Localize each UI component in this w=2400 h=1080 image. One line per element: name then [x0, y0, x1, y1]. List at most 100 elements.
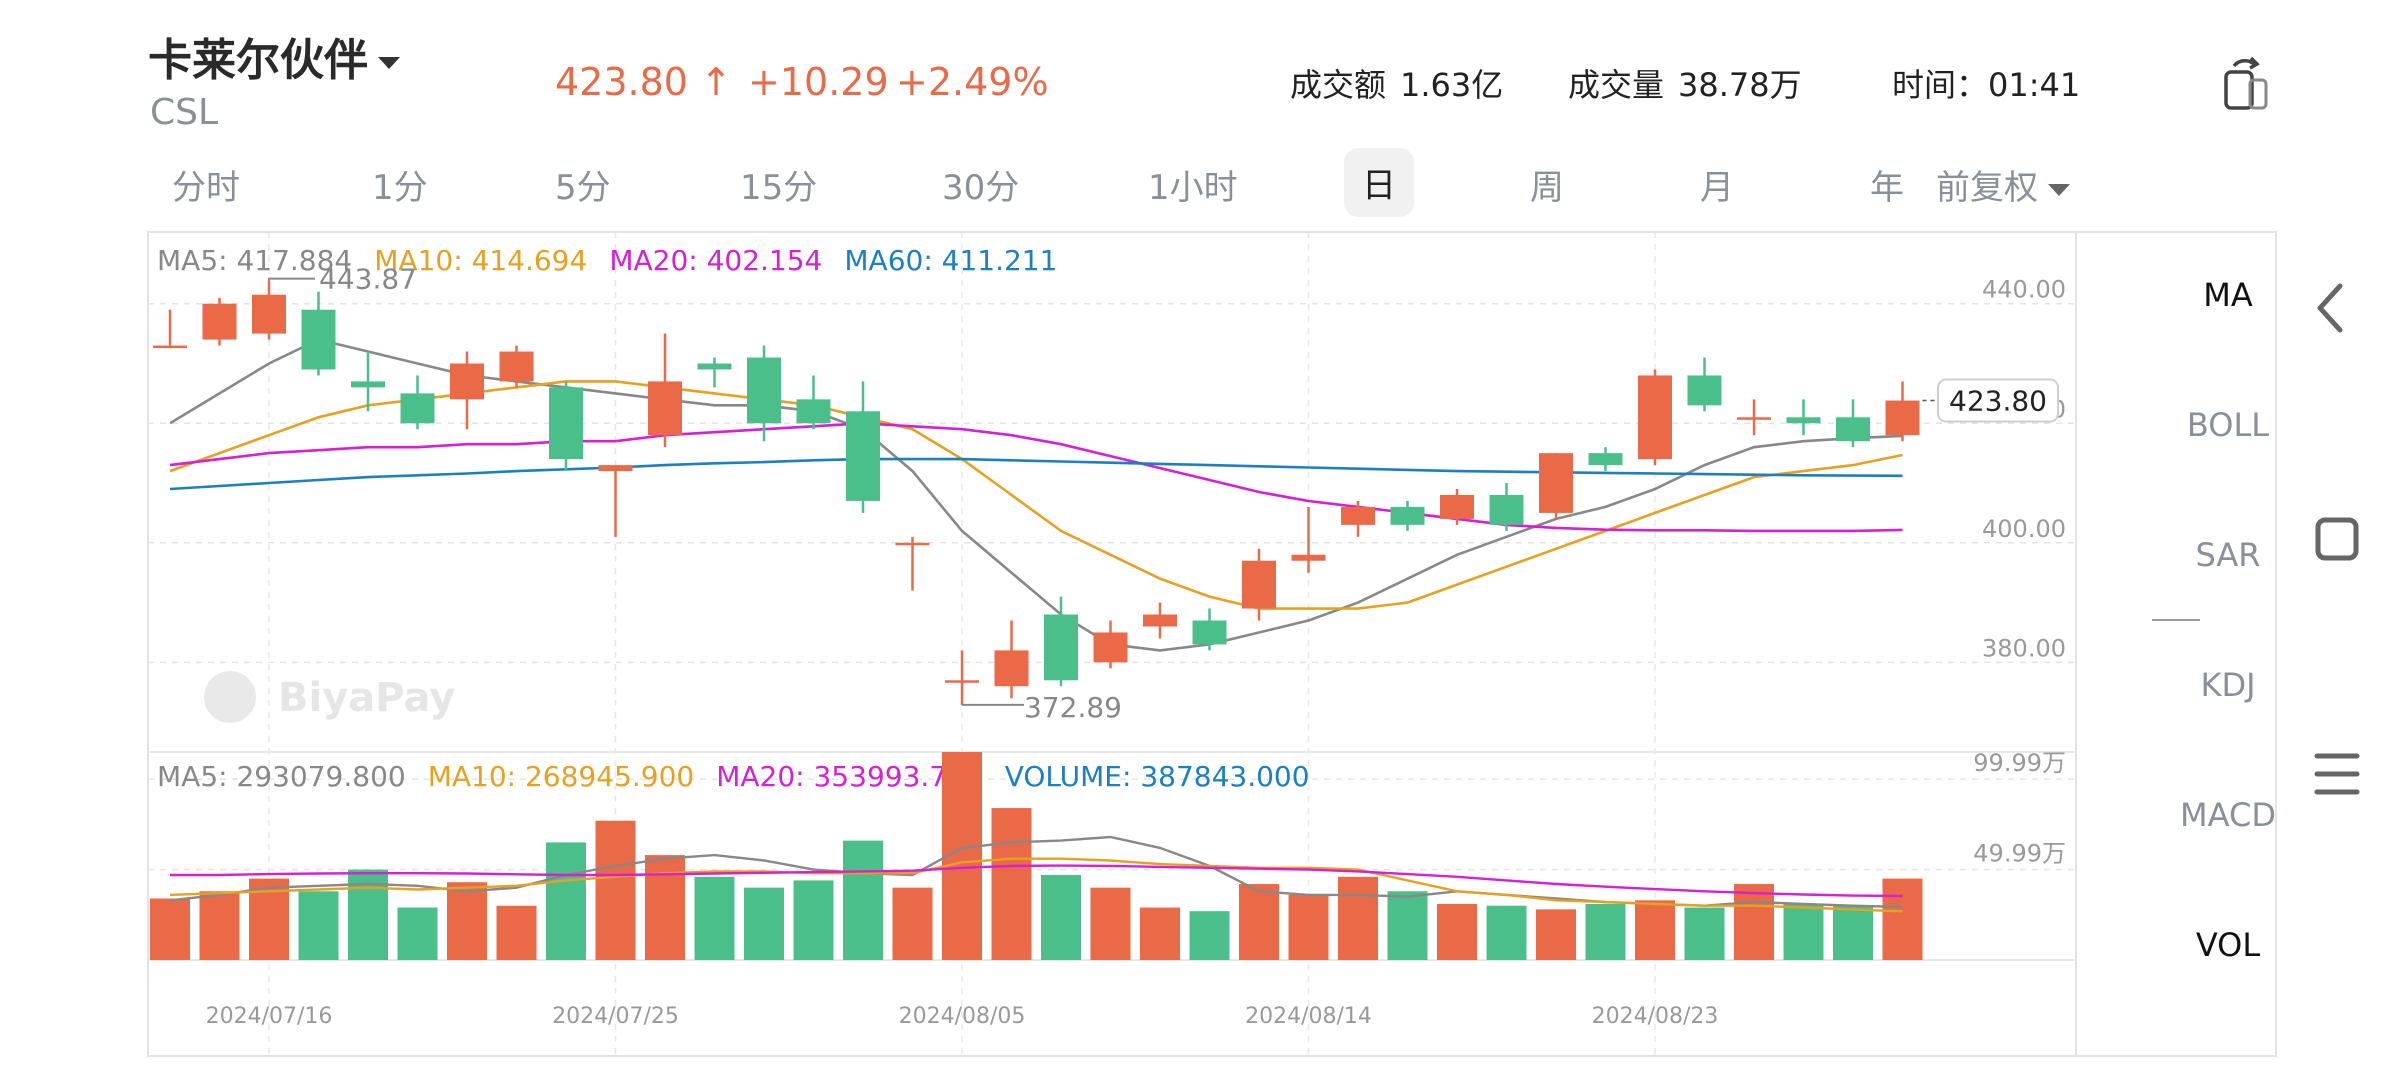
- home-icon[interactable]: [2312, 514, 2362, 570]
- low-annotation-label: 372.89: [1024, 691, 1122, 724]
- indicator-kdj[interactable]: KDJ: [2200, 666, 2256, 704]
- date-tick-label: 2024/07/25: [552, 1004, 679, 1029]
- candle-body: [499, 351, 534, 382]
- candle-body: [1687, 375, 1722, 406]
- candle: [1588, 447, 1623, 472]
- candle-body: [1638, 375, 1672, 460]
- legend-item: MA60: 411.211: [844, 244, 1057, 277]
- volume: 成交量 38.78万: [1568, 60, 1802, 106]
- indicator-vol[interactable]: VOL: [2195, 926, 2261, 964]
- current-price: 423.80 ↑: [555, 60, 732, 104]
- candle-body: [994, 650, 1029, 687]
- chart-border: [147, 231, 2277, 1057]
- annotations: 443.87 372.89: [268, 263, 1122, 724]
- volume-bars: [150, 752, 1923, 960]
- legend-item: MA10: 414.694: [374, 244, 587, 277]
- watermark-text: BiyaPay: [278, 675, 455, 721]
- indicator-sar[interactable]: SAR: [2195, 536, 2261, 574]
- candle-body: [895, 542, 930, 546]
- indicator-boll[interactable]: BOLL: [2186, 406, 2270, 444]
- volume-bar: [1734, 884, 1774, 960]
- indicator-macd[interactable]: MACD: [2180, 796, 2276, 834]
- candle-body: [1786, 417, 1821, 424]
- watermark-logo-icon: [204, 671, 256, 723]
- candle: [648, 333, 682, 448]
- volume-bar: [1387, 891, 1428, 960]
- volume-bar: [793, 880, 834, 960]
- candle: [450, 351, 484, 430]
- time-label: 时间：: [1892, 66, 1989, 104]
- candle-body: [1390, 506, 1425, 525]
- volume-bar: [1288, 894, 1329, 960]
- volume-bar: [1882, 878, 1923, 960]
- volume-bar: [1437, 903, 1477, 960]
- date-tick-label: 2024/08/23: [1592, 1004, 1719, 1029]
- volume-ma-line-ma20: [170, 864, 1903, 898]
- price-tick-label: 400.00: [1982, 515, 2066, 543]
- recents-icon-graphic: [2314, 753, 2360, 795]
- candle: [1885, 381, 1920, 442]
- volume-bar: [1585, 903, 1626, 960]
- adjust-label: 前复权: [1936, 168, 2038, 208]
- arrow-up-icon: ↑: [700, 60, 732, 104]
- volume-bar: [843, 840, 883, 960]
- back-icon[interactable]: [2310, 278, 2350, 342]
- candle-body: [598, 465, 633, 472]
- candle-body: [1093, 632, 1128, 663]
- volume-ma-line-ma5: [169, 835, 1903, 909]
- indicator-ma[interactable]: MA: [2203, 276, 2253, 314]
- candle-body: [1291, 554, 1326, 561]
- candle: [1291, 506, 1326, 573]
- adjust-selector[interactable]: 前复权: [1936, 160, 2070, 209]
- volume-bar: [397, 907, 438, 960]
- candle: [351, 351, 385, 412]
- tab-week[interactable]: 周: [1530, 168, 1564, 208]
- volume-bar: [1635, 900, 1675, 960]
- legend-item: MA10: 268945.900: [428, 760, 695, 793]
- tab-1hour[interactable]: 1小时: [1148, 168, 1238, 208]
- price-tick-label: 440.00: [1982, 276, 2066, 304]
- volume-bar: [199, 891, 240, 960]
- main-legend: MA5: 417.884 MA10: 414.694 MA20: 402.154 MA…: [157, 244, 1057, 277]
- tab-day[interactable]: 日: [1344, 148, 1414, 217]
- candle-body: [301, 309, 336, 370]
- volume-bar: [595, 820, 636, 960]
- candle-body: [1737, 417, 1771, 420]
- tab-15min[interactable]: 15分: [740, 168, 818, 208]
- stock-name-selector[interactable]: 卡莱尔伙伴: [148, 24, 400, 88]
- volume-bar: [546, 842, 586, 960]
- candle: [1687, 357, 1722, 412]
- volume-bar: [991, 808, 1032, 960]
- stock-name: 卡莱尔伙伴: [148, 35, 368, 86]
- recents-icon[interactable]: [2312, 748, 2362, 804]
- watermark: BiyaPay: [204, 671, 455, 723]
- tab-month[interactable]: 月: [1700, 168, 1734, 208]
- tab-30min[interactable]: 30分: [942, 168, 1020, 208]
- tab-5min[interactable]: 5分: [555, 168, 611, 208]
- indicator-divider: [2152, 619, 2200, 621]
- last-price-tag: 423.80: [1922, 378, 2059, 423]
- candle: [1489, 483, 1524, 531]
- candle: [1341, 500, 1375, 537]
- candle-body: [1341, 506, 1375, 525]
- candle-body: [1192, 620, 1227, 645]
- volume-bar: [496, 905, 537, 960]
- candle: [796, 375, 831, 430]
- candle-body: [1143, 614, 1177, 627]
- candle-body: [1836, 417, 1870, 442]
- tab-1min[interactable]: 1分: [372, 168, 428, 208]
- date-axis: 2024/07/16 2024/07/25 2024/08/05 2024/08/14…: [206, 1004, 1719, 1029]
- tab-year[interactable]: 年: [1870, 168, 1904, 208]
- candle: [1143, 602, 1177, 639]
- volume-bar: [645, 855, 685, 960]
- candle-body: [648, 381, 682, 436]
- tab-fenshi[interactable]: 分时: [172, 168, 240, 208]
- candle-body: [1885, 400, 1920, 436]
- candle-body: [252, 294, 286, 334]
- turnover: 成交额 1.63亿: [1290, 60, 1503, 106]
- candle: [1044, 596, 1078, 687]
- volume-bar: [1338, 876, 1378, 960]
- rotate-screen-icon[interactable]: [2220, 56, 2272, 116]
- volume-bar: [1783, 903, 1824, 960]
